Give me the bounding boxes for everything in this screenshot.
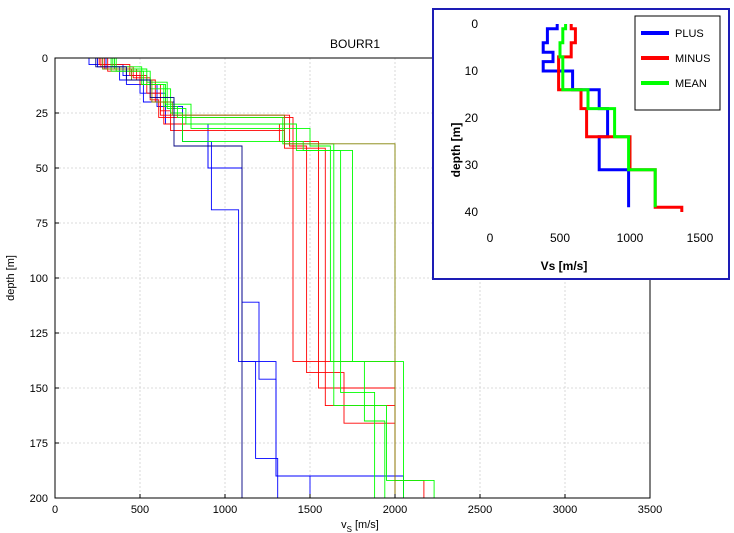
main-y-tick-label: 0 — [42, 53, 48, 65]
main-y-tick-label: 25 — [36, 108, 48, 120]
main-y-tick-label: 200 — [30, 493, 48, 505]
main-x-tick-label: 1000 — [213, 504, 237, 516]
main-x-axis-label: vS [m/s] — [341, 519, 379, 533]
main-y-tick-label: 50 — [36, 163, 48, 175]
main-y-tick-label: 100 — [30, 273, 48, 285]
inset-y-tick-label: 20 — [465, 111, 479, 125]
inset-panel: 0 500 1000 1500 0 10 20 30 40 Vs [m/s] depth [m]… — [432, 8, 730, 280]
inset-y-tick-label: 40 — [465, 205, 479, 219]
main-x-axis-label-unit: [m/s] — [355, 519, 379, 531]
main-title: BOURR1 — [330, 37, 380, 51]
main-x-tick-label: 2500 — [468, 504, 492, 516]
inset-y-axis-label: depth [m] — [449, 123, 463, 178]
legend-label-minus: MINUS — [675, 53, 710, 65]
inset-tick-group: 0 500 1000 1500 0 10 20 30 40 — [465, 17, 714, 245]
main-y-tick-label: 175 — [30, 438, 48, 450]
main-y-tick-label: 75 — [36, 218, 48, 230]
main-x-tick-label: 500 — [131, 504, 149, 516]
inset-legend: PLUS MINUS MEAN — [634, 15, 721, 111]
main-y-tick-label: 125 — [30, 328, 48, 340]
main-x-tick-label: 2000 — [383, 504, 407, 516]
inset-series-line-mean — [558, 24, 657, 208]
legend-label-mean: MEAN — [675, 78, 707, 90]
inset-chart: 0 500 1000 1500 0 10 20 30 40 Vs [m/s] depth [m]… — [449, 15, 721, 273]
inset-x-tick-label: 500 — [550, 231, 570, 245]
main-x-tick-label: 1500 — [298, 504, 322, 516]
main-x-tick-label: 0 — [52, 504, 58, 516]
main-y-tick-label: 150 — [30, 383, 48, 395]
main-series-line-13 — [95, 58, 243, 498]
inset-x-tick-label: 0 — [487, 231, 494, 245]
inset-y-tick-label: 0 — [471, 17, 478, 31]
main-x-axis-label-v: v — [341, 519, 347, 531]
main-x-tick-label: 3000 — [553, 504, 577, 516]
main-y-axis-label: depth [m] — [5, 255, 17, 301]
inset-x-tick-label: 1500 — [687, 231, 714, 245]
main-x-axis-label-sub: S — [347, 525, 352, 533]
main-tick-group: 0 500 1000 1500 2000 2500 3000 3500025507510012… — [30, 53, 663, 516]
inset-x-axis-label: Vs [m/s] — [541, 259, 588, 273]
main-series-line-8 — [110, 58, 435, 498]
main-series-line-3 — [105, 58, 404, 498]
main-series-line-10 — [115, 58, 376, 498]
inset-x-tick-label: 1000 — [617, 231, 644, 245]
inset-series-group — [541, 24, 684, 212]
inset-y-tick-label: 30 — [465, 158, 479, 172]
inset-y-tick-label: 10 — [465, 64, 479, 78]
main-x-tick-label: 3500 — [638, 504, 662, 516]
legend-label-plus: PLUS — [675, 28, 704, 40]
main-series-line-11 — [112, 58, 386, 498]
main-series-group — [88, 58, 435, 498]
